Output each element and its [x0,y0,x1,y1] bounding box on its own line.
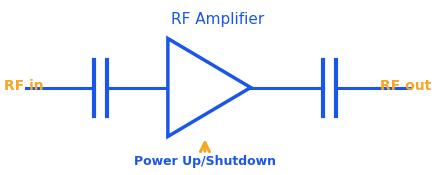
Polygon shape [168,38,251,136]
Text: RF Amplifier: RF Amplifier [171,12,265,27]
Text: RF out: RF out [380,79,432,93]
Text: Power Up/Shutdown: Power Up/Shutdown [134,155,276,168]
Text: RF in: RF in [4,79,44,93]
